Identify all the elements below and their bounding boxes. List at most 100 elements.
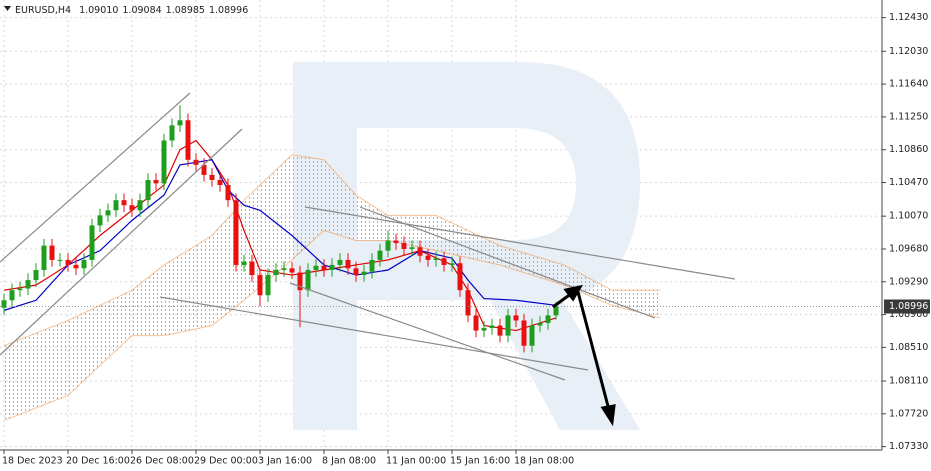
candle-body <box>145 180 151 201</box>
candle-body <box>233 200 239 265</box>
candle-body <box>465 290 471 316</box>
candle-body <box>73 264 79 269</box>
indicator-line <box>3 159 557 311</box>
x-tick-label: 18 Jan 08:00 <box>514 456 574 467</box>
x-tick-label: 29 Dec 00:00 <box>194 456 258 467</box>
candle-body <box>537 322 543 326</box>
candle-body <box>225 185 231 201</box>
y-tick-label: 1.07720 <box>889 408 928 419</box>
candle-body <box>257 275 263 296</box>
candle-body <box>481 328 487 331</box>
last-price-label: 1.08996 <box>889 301 928 312</box>
y-tick-label: 1.10070 <box>889 211 928 222</box>
candle-body <box>353 268 359 276</box>
candle-body <box>369 259 375 272</box>
trend-line <box>304 206 736 280</box>
candle-body <box>409 247 415 249</box>
candle-body <box>473 315 479 331</box>
candle-body <box>169 125 175 141</box>
candle-body <box>161 140 167 184</box>
candle-body <box>513 315 519 321</box>
candle-body <box>57 259 63 261</box>
quote: 1.08985 <box>166 5 205 16</box>
candle-body <box>401 243 407 249</box>
y-tick-label: 1.09290 <box>889 276 928 287</box>
candle-body <box>545 315 551 323</box>
arrow-head <box>563 284 584 302</box>
candle-body <box>321 265 327 270</box>
candle-body <box>17 288 23 291</box>
candle-body <box>433 258 439 260</box>
arrow-down <box>576 291 611 411</box>
candle-body <box>129 205 135 211</box>
candle-body <box>329 264 335 270</box>
cloud-lower <box>3 229 661 422</box>
candle-body <box>97 215 103 226</box>
candle-body <box>265 275 271 296</box>
candle-body <box>41 245 47 270</box>
candle-body <box>289 268 295 273</box>
candle-body <box>9 290 15 301</box>
candle-body <box>489 325 495 329</box>
x-tick-label: 26 Dec 08:00 <box>130 456 194 467</box>
candle-body <box>361 271 367 276</box>
y-tick-label: 1.12030 <box>889 46 928 57</box>
plot-area <box>0 105 882 422</box>
y-tick-label: 1.10470 <box>889 177 928 188</box>
y-tick-label: 1.12430 <box>889 12 928 23</box>
header-arrow <box>4 6 11 11</box>
candle-body <box>121 200 127 206</box>
candle-body <box>345 259 351 269</box>
candle-body <box>113 200 119 211</box>
candle-body <box>177 120 183 126</box>
candle-body <box>33 270 39 281</box>
candle-body <box>137 200 143 211</box>
candle-body <box>153 180 159 184</box>
y-tick-label: 1.08900 <box>889 309 928 320</box>
trend-lines <box>0 92 736 381</box>
candle-body <box>81 259 87 269</box>
candle-body <box>185 120 191 160</box>
candle-body <box>297 272 303 291</box>
candle-body <box>209 174 215 180</box>
y-tick-label: 1.10860 <box>889 144 928 155</box>
x-tick-label: 20 Dec 16:00 <box>66 456 130 467</box>
channel-upper <box>0 92 191 263</box>
candle-body <box>305 270 311 291</box>
x-tick-label: 18 Dec 2023 <box>2 456 63 467</box>
y-tick-label: 1.11640 <box>889 79 928 90</box>
y-tick-label: 1.08110 <box>889 376 928 387</box>
x-tick-label: 3 Jan 16:00 <box>258 456 312 467</box>
candle-body <box>49 245 55 260</box>
y-tick-label: 1.08510 <box>889 342 928 353</box>
candle-body <box>281 268 287 270</box>
candle-body <box>497 325 503 336</box>
candle-body <box>393 240 399 244</box>
candle-body <box>1 300 7 308</box>
candle-body <box>65 259 71 265</box>
candle-body <box>89 225 95 260</box>
candle-body <box>273 270 279 276</box>
candle-body <box>441 258 447 265</box>
candle-body <box>457 263 463 291</box>
trend-line <box>159 296 589 371</box>
y-tick-label: 1.09680 <box>889 243 928 254</box>
arrow-head <box>600 404 616 427</box>
candle-body <box>529 325 535 346</box>
candle-body <box>249 261 255 276</box>
candle-body <box>201 164 207 175</box>
candle-body <box>425 255 431 260</box>
forecast-arrows <box>552 284 616 427</box>
header: EURUSD,H4 1.09010 1.09084 1.08985 1.08996 <box>15 5 248 16</box>
candle-body <box>193 159 199 165</box>
candle-body <box>521 320 527 346</box>
candle-body <box>241 261 247 265</box>
cloud-upper <box>3 154 660 347</box>
quote: 1.09084 <box>122 5 161 16</box>
candle-body <box>25 280 31 289</box>
y-tick-label: 1.11250 <box>889 111 928 122</box>
candle-body <box>385 240 391 251</box>
last-price-box <box>884 299 930 314</box>
candle-body <box>217 180 223 186</box>
